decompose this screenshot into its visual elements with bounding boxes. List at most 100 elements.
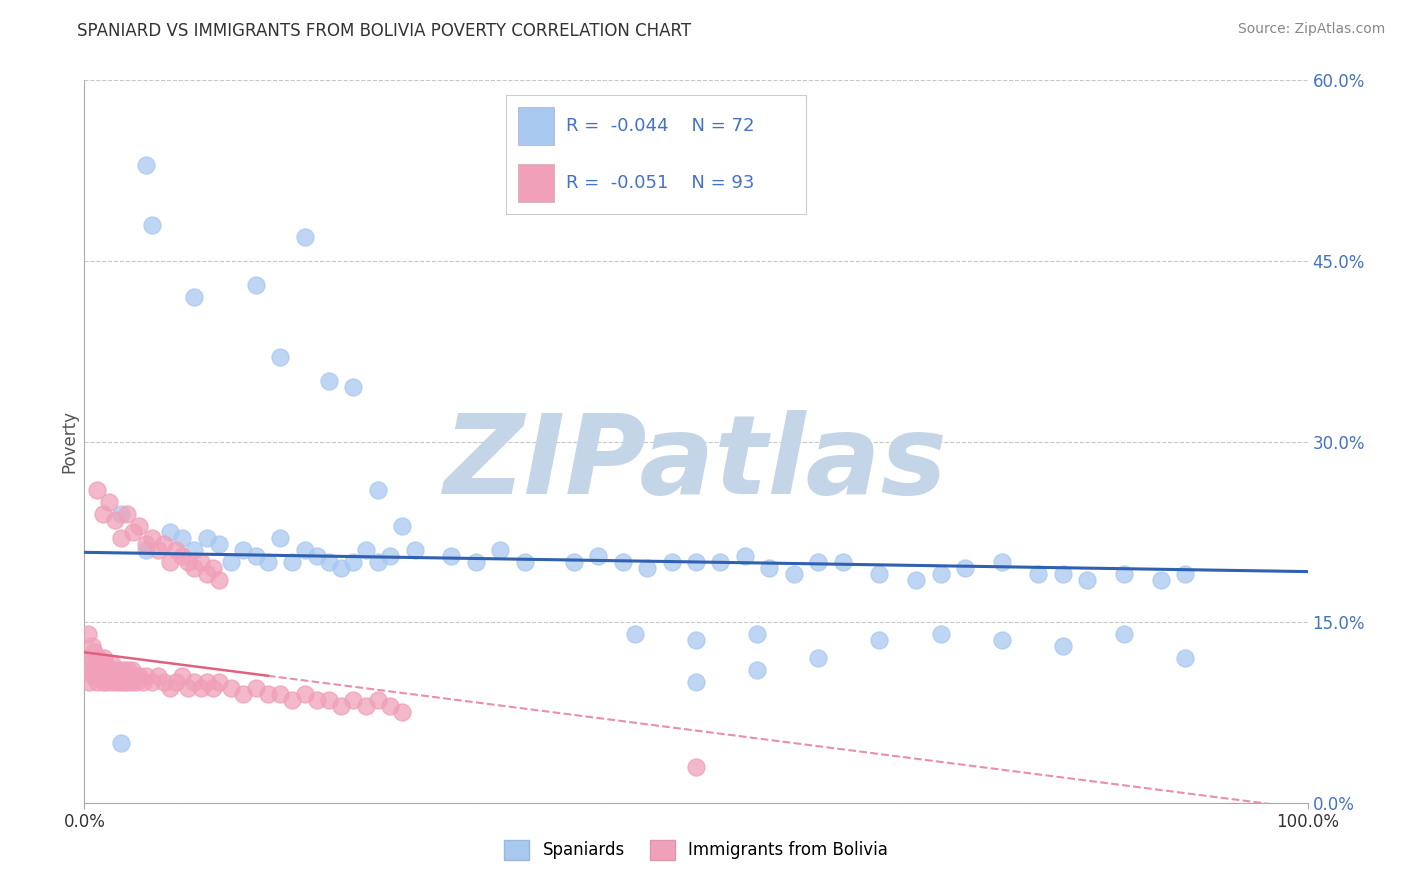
Point: [177, 681, 200, 696]
Point: [159, 681, 181, 696]
Point: [489, 542, 512, 557]
Point: [97, 494, 120, 508]
Point: [135, 537, 157, 551]
Point: [153, 537, 176, 551]
Point: [440, 549, 463, 563]
Point: [115, 669, 138, 683]
Point: [110, 735, 132, 749]
Point: [342, 693, 364, 707]
Point: [953, 561, 976, 575]
Point: [245, 278, 267, 293]
Point: [367, 555, 389, 569]
Point: [141, 675, 163, 690]
Point: [354, 699, 377, 714]
Point: [87, 651, 110, 665]
Point: [108, 675, 131, 690]
Point: [118, 669, 141, 683]
Point: [97, 664, 120, 678]
Point: [195, 567, 218, 582]
Point: [1150, 573, 1173, 587]
Point: [380, 549, 402, 563]
Point: [318, 693, 340, 707]
Point: [183, 290, 205, 304]
Point: [104, 664, 127, 678]
Point: [201, 681, 224, 696]
Point: [101, 657, 124, 672]
Point: [76, 664, 98, 678]
Point: [342, 380, 364, 394]
Point: [82, 669, 104, 683]
Point: [208, 573, 231, 587]
Point: [96, 675, 118, 690]
Point: [91, 507, 114, 521]
Point: [103, 669, 125, 683]
Point: [86, 675, 108, 690]
Point: [77, 675, 100, 690]
Point: [624, 627, 647, 641]
Point: [183, 675, 205, 690]
Point: [172, 531, 194, 545]
Point: [107, 669, 129, 683]
Point: [105, 664, 128, 678]
Point: [294, 687, 316, 701]
Y-axis label: Poverty: Poverty: [60, 410, 79, 473]
Point: [183, 542, 205, 557]
Point: [110, 531, 132, 545]
Point: [636, 561, 658, 575]
Point: [141, 218, 163, 232]
Point: [513, 555, 536, 569]
Point: [89, 669, 111, 683]
Point: [177, 555, 200, 569]
Point: [404, 542, 426, 557]
Point: [1052, 639, 1074, 653]
Point: [831, 555, 853, 569]
Point: [120, 675, 142, 690]
Point: [342, 555, 364, 569]
Point: [135, 669, 157, 683]
Point: [172, 669, 194, 683]
Point: [869, 567, 891, 582]
Point: [208, 537, 231, 551]
Point: [685, 675, 707, 690]
Point: [117, 664, 139, 678]
Point: [661, 555, 683, 569]
Point: [75, 651, 97, 665]
Point: [110, 507, 132, 521]
Point: [1052, 567, 1074, 582]
Point: [100, 675, 122, 690]
Point: [159, 524, 181, 539]
Point: [128, 519, 150, 533]
Point: [104, 513, 127, 527]
Point: [783, 567, 806, 582]
Point: [165, 542, 187, 557]
Point: [111, 669, 134, 683]
Point: [110, 664, 132, 678]
Point: [354, 542, 377, 557]
Point: [380, 699, 402, 714]
Point: [80, 639, 103, 653]
Point: [115, 675, 138, 690]
Point: [183, 561, 205, 575]
Point: [257, 555, 280, 569]
Point: [190, 681, 212, 696]
Point: [367, 483, 389, 497]
Point: [172, 549, 194, 563]
Point: [991, 633, 1014, 648]
Point: [929, 627, 952, 641]
Point: [83, 645, 105, 659]
Point: [135, 542, 157, 557]
Point: [165, 675, 187, 690]
Point: [125, 675, 148, 690]
Point: [1028, 567, 1050, 582]
Point: [586, 549, 609, 563]
Point: [330, 561, 353, 575]
Point: [281, 555, 304, 569]
Point: [612, 555, 634, 569]
Point: [305, 693, 328, 707]
Point: [195, 531, 218, 545]
Point: [747, 627, 769, 641]
Point: [367, 693, 389, 707]
Point: [245, 681, 267, 696]
Point: [86, 483, 108, 497]
Point: [219, 681, 242, 696]
